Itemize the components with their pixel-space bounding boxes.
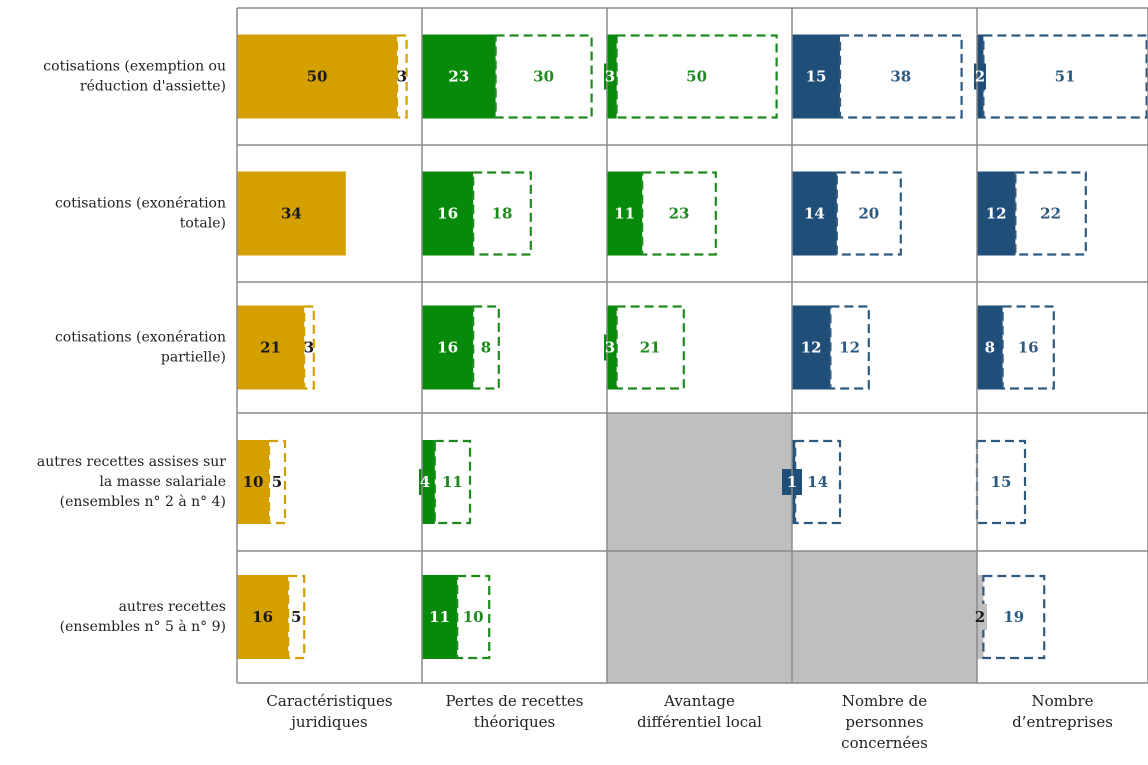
solid-value-label: 8 xyxy=(985,339,995,357)
row-labels: cotisations (exemption ou réduction d'ass… xyxy=(37,59,226,636)
row-label: autres recettes assises sur la masse sala… xyxy=(37,454,226,510)
solid-bar xyxy=(422,305,474,390)
solid-value-label: 16 xyxy=(437,339,458,357)
empty-cell xyxy=(792,551,977,683)
solid-bar xyxy=(237,305,305,390)
solid-value-label: 34 xyxy=(281,205,302,223)
dashed-bar xyxy=(838,34,963,119)
dashed-value-label: 30 xyxy=(533,68,554,86)
dashed-bar xyxy=(641,171,717,256)
dashed-value-label: 3 xyxy=(397,68,407,86)
solid-value-label: 16 xyxy=(437,205,458,223)
dashed-bar xyxy=(303,305,315,390)
dashed-value-label: 21 xyxy=(640,339,661,357)
dashed-value-label: 51 xyxy=(1055,68,1076,86)
column-label: Avantage différentiel local xyxy=(637,692,762,731)
dashed-value-label: 23 xyxy=(669,205,690,223)
solid-value-label: 4 xyxy=(420,473,430,491)
dashed-value-label: 16 xyxy=(1018,339,1039,357)
row-label: autres recettes (ensembles n° 5 à n° 9) xyxy=(60,599,226,635)
dashed-value-label: 3 xyxy=(304,339,314,357)
dashed-bar xyxy=(1001,305,1055,390)
solid-bar xyxy=(422,575,458,659)
solid-bar xyxy=(607,171,643,256)
dashed-value-label: 20 xyxy=(858,205,879,223)
dashed-value-label: 22 xyxy=(1040,205,1061,223)
dashed-bar xyxy=(829,305,870,390)
dashed-value-label: 8 xyxy=(481,339,491,357)
solid-value-label: 1 xyxy=(787,473,797,491)
grid-lines xyxy=(236,7,1148,684)
solid-value-label: 12 xyxy=(986,205,1007,223)
dashed-bar xyxy=(615,34,778,119)
dashed-bar xyxy=(615,305,685,390)
solid-value-label: 11 xyxy=(614,205,635,223)
solid-value-label: 50 xyxy=(307,68,328,86)
solid-bar xyxy=(977,171,1016,256)
solid-value-label: 2 xyxy=(975,608,985,626)
dashed-value-label: 18 xyxy=(492,205,513,223)
dashed-value-label: 15 xyxy=(991,473,1012,491)
solid-bar xyxy=(792,171,837,256)
dashed-value-label: 38 xyxy=(890,68,911,86)
row-label: cotisations (exonération totale) xyxy=(55,196,226,232)
dashed-bar xyxy=(267,439,287,525)
empty-cell xyxy=(607,413,792,551)
solid-bar xyxy=(237,440,269,524)
dashed-bar xyxy=(472,171,532,256)
solid-bar xyxy=(977,305,1003,390)
dashed-bar xyxy=(1014,171,1087,256)
solid-bar xyxy=(792,34,840,119)
solid-bar xyxy=(237,34,397,119)
column-label: Nombre d’entreprises xyxy=(1012,692,1113,731)
solid-value-label: 12 xyxy=(801,339,822,357)
dashed-value-label: 11 xyxy=(442,473,463,491)
dashed-bar xyxy=(395,34,408,119)
dashed-bar xyxy=(835,171,902,256)
row-label: cotisations (exonération partielle) xyxy=(55,330,226,366)
solid-bar xyxy=(422,34,496,119)
solid-value-label: 3 xyxy=(605,339,615,357)
grey-cells xyxy=(607,413,977,683)
solid-bar xyxy=(422,171,474,256)
dashed-value-label: 50 xyxy=(686,68,707,86)
solid-value-label: 15 xyxy=(806,68,827,86)
dashed-value-label: 19 xyxy=(1003,608,1024,626)
column-label: Pertes de recettes théoriques xyxy=(445,692,583,731)
solid-bar xyxy=(237,171,346,256)
solid-value-label: 10 xyxy=(243,473,264,491)
dashed-bar xyxy=(472,305,500,390)
bars xyxy=(237,34,1148,660)
dashed-value-label: 12 xyxy=(839,339,860,357)
solid-bar xyxy=(792,305,831,390)
row-label: cotisations (exemption ou réduction d'ass… xyxy=(43,59,226,95)
solid-value-label: 23 xyxy=(448,68,469,86)
dashed-bar xyxy=(433,439,472,525)
solid-value-label: 2 xyxy=(975,68,985,86)
dashed-bar xyxy=(494,34,593,119)
solid-value-label: 21 xyxy=(260,339,281,357)
solid-bar xyxy=(237,575,289,659)
empty-cell xyxy=(607,551,792,683)
dashed-bar xyxy=(287,574,306,660)
dashed-value-label: 14 xyxy=(807,473,828,491)
dashed-value-label: 5 xyxy=(272,473,282,491)
dashed-value-label: 5 xyxy=(291,608,301,626)
solid-value-label: 11 xyxy=(429,608,450,626)
dashed-bar xyxy=(456,574,491,660)
solid-value-label: 3 xyxy=(605,68,615,86)
solid-value-label: 14 xyxy=(804,205,825,223)
column-label: Nombre de personnes concernées xyxy=(841,692,928,752)
dashed-value-label: 10 xyxy=(463,608,484,626)
column-label: Caractéristiques juridiques xyxy=(266,692,392,731)
column-labels: Caractéristiques juridiques Pertes de rece… xyxy=(266,692,1113,752)
solid-value-label: 16 xyxy=(252,608,273,626)
